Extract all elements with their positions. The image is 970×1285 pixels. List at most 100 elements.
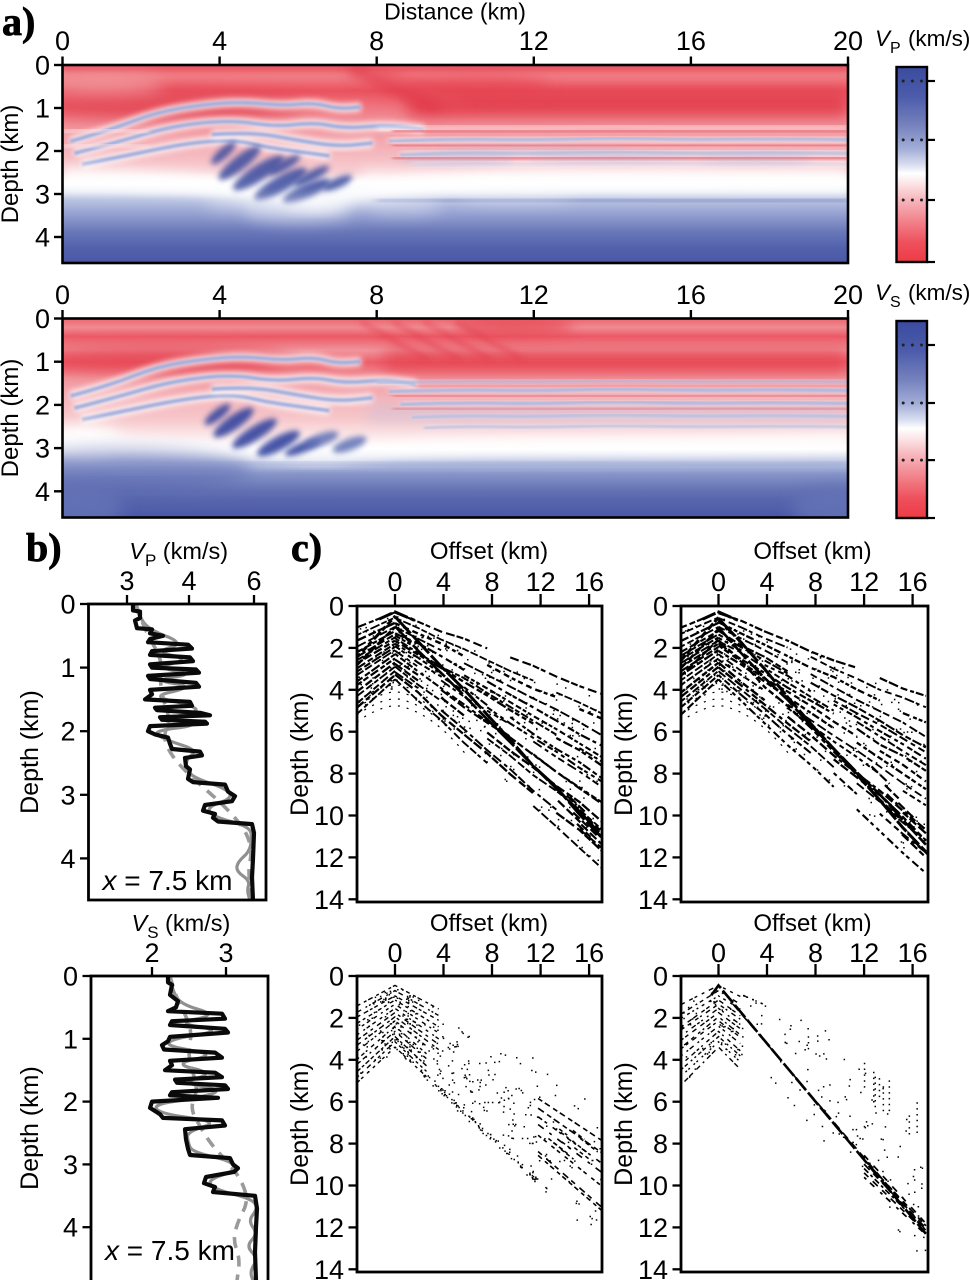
- svg-text:3: 3: [35, 434, 50, 464]
- svg-text:0: 0: [653, 962, 668, 992]
- svg-text:4: 4: [436, 567, 451, 597]
- svg-text:0: 0: [55, 26, 70, 56]
- svg-text:0: 0: [329, 592, 344, 622]
- svg-text:Depth (km): Depth (km): [610, 692, 638, 816]
- svg-text:12: 12: [849, 938, 879, 968]
- svg-text:4: 4: [212, 26, 227, 56]
- svg-text:6: 6: [329, 717, 344, 747]
- svg-text:3: 3: [60, 780, 75, 810]
- svg-text:8: 8: [653, 759, 668, 789]
- svg-text:8: 8: [808, 938, 823, 968]
- svg-text:Offset (km): Offset (km): [430, 910, 548, 937]
- svg-text:Offset (km): Offset (km): [753, 538, 871, 565]
- svg-text:3: 3: [218, 938, 233, 968]
- svg-text:8: 8: [329, 759, 344, 789]
- svg-text:4: 4: [181, 566, 196, 596]
- svg-text:10: 10: [314, 801, 344, 831]
- svg-text:0: 0: [387, 938, 402, 968]
- svg-text:0: 0: [60, 590, 75, 620]
- svg-text:6: 6: [246, 566, 261, 596]
- svg-text:16: 16: [574, 938, 604, 968]
- svg-text:4: 4: [212, 280, 227, 310]
- svg-text:2: 2: [63, 1087, 78, 1117]
- svg-text:x = 7.5 km: x = 7.5 km: [103, 1235, 235, 1266]
- svg-text:12: 12: [314, 1213, 344, 1243]
- svg-text:14: 14: [638, 885, 668, 915]
- svg-text:1: 1: [35, 94, 50, 124]
- svg-text:VP (km/s): VP (km/s): [875, 26, 970, 57]
- svg-text:6: 6: [653, 1087, 668, 1117]
- svg-text:0: 0: [387, 567, 402, 597]
- svg-text:8: 8: [653, 1129, 668, 1159]
- svg-text:12: 12: [526, 938, 556, 968]
- svg-text:2: 2: [653, 633, 668, 663]
- svg-text:Depth (km): Depth (km): [16, 1066, 44, 1190]
- svg-text:4: 4: [329, 1045, 344, 1075]
- svg-text:4: 4: [436, 938, 451, 968]
- svg-text:1: 1: [35, 347, 50, 377]
- svg-text:6: 6: [653, 717, 668, 747]
- svg-text:4: 4: [63, 1213, 78, 1243]
- svg-text:4: 4: [759, 567, 774, 597]
- svg-text:0: 0: [711, 938, 726, 968]
- svg-text:4: 4: [329, 675, 344, 705]
- svg-text:2: 2: [144, 938, 159, 968]
- svg-text:4: 4: [653, 675, 668, 705]
- svg-text:0: 0: [35, 51, 50, 81]
- svg-text:3: 3: [119, 566, 134, 596]
- svg-text:4: 4: [35, 223, 50, 253]
- svg-text:Depth (km): Depth (km): [0, 105, 24, 224]
- svg-text:16: 16: [898, 938, 928, 968]
- svg-text:0: 0: [329, 962, 344, 992]
- svg-text:16: 16: [676, 26, 706, 56]
- svg-text:12: 12: [519, 26, 549, 56]
- svg-text:14: 14: [314, 885, 344, 915]
- svg-text:12: 12: [519, 280, 549, 310]
- svg-text:10: 10: [638, 801, 668, 831]
- svg-text:4: 4: [60, 844, 75, 874]
- svg-text:3: 3: [35, 180, 50, 210]
- svg-text:2: 2: [35, 137, 50, 167]
- svg-text:Distance (km): Distance (km): [384, 0, 526, 25]
- svg-text:2: 2: [329, 633, 344, 663]
- svg-text:2: 2: [60, 717, 75, 747]
- svg-text:4: 4: [759, 938, 774, 968]
- svg-text:x = 7.5 km: x = 7.5 km: [101, 865, 233, 896]
- svg-text:0: 0: [711, 567, 726, 597]
- svg-text:0: 0: [55, 280, 70, 310]
- svg-text:8: 8: [329, 1129, 344, 1159]
- svg-text:2: 2: [35, 390, 50, 420]
- svg-text:10: 10: [638, 1171, 668, 1201]
- svg-text:8: 8: [484, 567, 499, 597]
- svg-text:VP (km/s): VP (km/s): [129, 538, 228, 570]
- svg-text:Offset (km): Offset (km): [753, 910, 871, 937]
- svg-text:6: 6: [329, 1087, 344, 1117]
- svg-text:Depth (km): Depth (km): [610, 1062, 638, 1186]
- svg-text:14: 14: [638, 1255, 668, 1280]
- svg-text:VS (km/s): VS (km/s): [875, 280, 970, 311]
- svg-text:12: 12: [638, 843, 668, 873]
- svg-text:16: 16: [676, 280, 706, 310]
- svg-text:a): a): [2, 0, 35, 44]
- svg-text:8: 8: [484, 938, 499, 968]
- svg-text:8: 8: [369, 26, 384, 56]
- svg-text:14: 14: [314, 1255, 344, 1280]
- svg-text:16: 16: [898, 567, 928, 597]
- svg-text:12: 12: [638, 1213, 668, 1243]
- svg-text:Depth (km): Depth (km): [286, 692, 314, 816]
- svg-text:12: 12: [314, 843, 344, 873]
- svg-text:12: 12: [849, 567, 879, 597]
- svg-text:8: 8: [369, 280, 384, 310]
- svg-text:12: 12: [526, 567, 556, 597]
- svg-text:1: 1: [60, 653, 75, 683]
- svg-text:0: 0: [35, 304, 50, 334]
- svg-text:Depth (km): Depth (km): [286, 1062, 314, 1186]
- svg-text:16: 16: [574, 567, 604, 597]
- svg-text:Offset (km): Offset (km): [430, 538, 548, 565]
- svg-text:b): b): [26, 525, 62, 570]
- svg-text:VS (km/s): VS (km/s): [132, 910, 231, 942]
- svg-text:Depth (km): Depth (km): [0, 359, 24, 478]
- svg-text:2: 2: [329, 1003, 344, 1033]
- svg-text:3: 3: [63, 1150, 78, 1180]
- svg-text:10: 10: [314, 1171, 344, 1201]
